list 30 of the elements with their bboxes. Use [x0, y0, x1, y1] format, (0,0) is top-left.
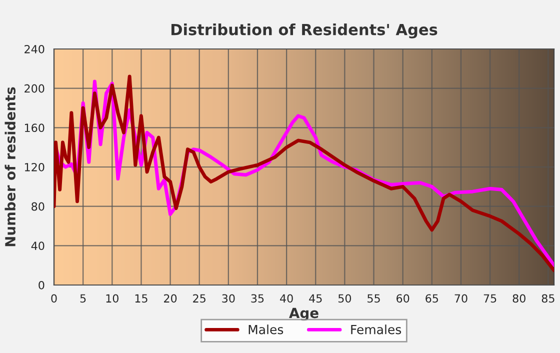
x-tick-label: 55 — [368, 294, 380, 303]
x-tick-label: 40 — [280, 294, 293, 303]
y-tick-label: 240 — [24, 44, 44, 54]
y-tick-label: 160 — [24, 124, 44, 132]
y-tick-label: 80 — [32, 202, 44, 211]
x-tick-label: 65 — [426, 294, 438, 303]
y-tick-label: 120 — [24, 162, 44, 172]
y-axis-title: Number of residents — [4, 87, 16, 246]
x-tick-label: 60 — [396, 294, 410, 303]
y-tick-label: 40 — [31, 242, 44, 250]
x-tick-label: 5 — [80, 294, 86, 303]
x-tick-label: 35 — [251, 294, 264, 303]
x-tick-label: 25 — [193, 294, 206, 303]
y-tick-label: 0 — [38, 280, 44, 290]
legend-label: Males — [248, 324, 284, 334]
x-tick-label: 70 — [454, 294, 468, 303]
x-tick-label: 75 — [484, 294, 496, 303]
chart-title: Distribution of Residents' Ages — [171, 24, 438, 38]
x-axis-title: Age — [289, 308, 318, 321]
x-tick-label: 20 — [164, 294, 177, 303]
x-tick-label: 45 — [309, 294, 322, 303]
x-tick-label: 80 — [512, 294, 526, 303]
x-tick-label: 10 — [106, 294, 118, 303]
x-tick-label: 0 — [51, 294, 57, 303]
y-tick-label: 200 — [24, 84, 44, 93]
legend-label: Females — [351, 324, 402, 334]
x-tick-label: 15 — [135, 294, 148, 303]
x-tick-label: 85 — [542, 294, 554, 303]
x-tick-label: 30 — [222, 294, 235, 303]
x-tick-label: 50 — [338, 294, 352, 303]
